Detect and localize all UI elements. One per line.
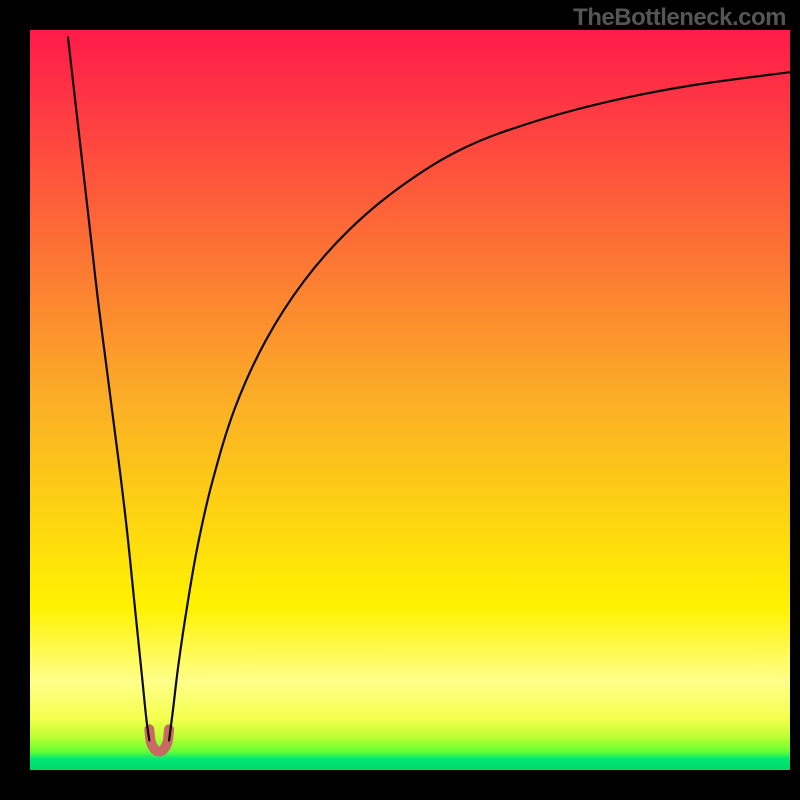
watermark-text: TheBottleneck.com xyxy=(573,4,786,32)
plot-background xyxy=(30,30,790,770)
bottleneck-curve-plot xyxy=(30,30,790,770)
chart-root: TheBottleneck.com xyxy=(0,0,800,800)
